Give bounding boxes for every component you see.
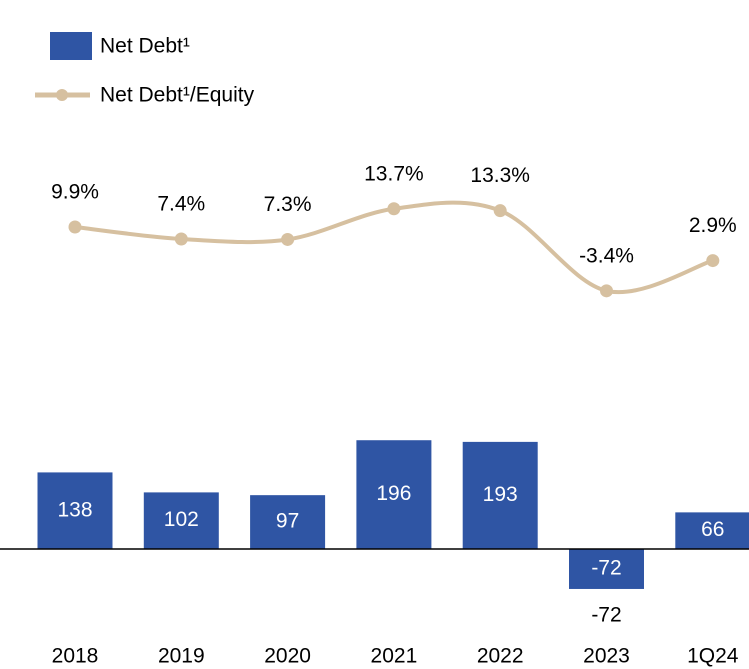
x-tick-label: 1Q24	[687, 645, 739, 668]
bar	[250, 495, 326, 549]
line-value-label: 2.9%	[689, 214, 737, 237]
bar-value-label: -72	[591, 604, 621, 627]
legend-swatch	[50, 32, 92, 60]
line-value-label: 9.9%	[51, 181, 99, 204]
bar-value-label: 102	[164, 508, 199, 531]
x-tick-label: 2022	[477, 645, 524, 668]
line-marker	[600, 284, 613, 298]
line-marker	[706, 254, 720, 268]
bar	[356, 440, 432, 549]
line-value-label: -3.4%	[579, 244, 634, 267]
line-value-label: 13.7%	[364, 162, 424, 185]
x-tick-label: 2018	[52, 645, 99, 668]
x-tick-label: 2019	[158, 645, 205, 668]
line-value-label: 7.3%	[264, 193, 312, 216]
bar-value-label: 138	[57, 498, 92, 521]
bar	[569, 549, 644, 589]
legend-label: Net Debt¹	[100, 35, 190, 58]
line-value-label: 7.4%	[157, 193, 205, 216]
x-tick-label: 2020	[264, 645, 311, 668]
bar-value-label: 66	[701, 518, 724, 541]
bar-value-label: 196	[376, 482, 411, 505]
bar	[143, 492, 219, 549]
line-marker	[174, 232, 188, 246]
x-tick-label: 2023	[583, 645, 630, 668]
legend-marker	[56, 89, 68, 101]
line-value-label: 13.3%	[470, 164, 530, 187]
bar-value-label: 97	[276, 510, 299, 533]
bar	[675, 512, 749, 549]
x-tick-label: 2021	[371, 645, 418, 668]
legend-label: Net Debt¹/Equity	[100, 84, 255, 107]
line-marker	[281, 232, 295, 246]
bar	[37, 472, 113, 549]
bar-value-label: -72	[591, 557, 621, 580]
bar-value-label: 193	[483, 483, 518, 506]
bar	[462, 441, 538, 549]
line-marker	[493, 204, 507, 218]
line-marker	[68, 220, 82, 234]
line-marker	[387, 202, 401, 216]
